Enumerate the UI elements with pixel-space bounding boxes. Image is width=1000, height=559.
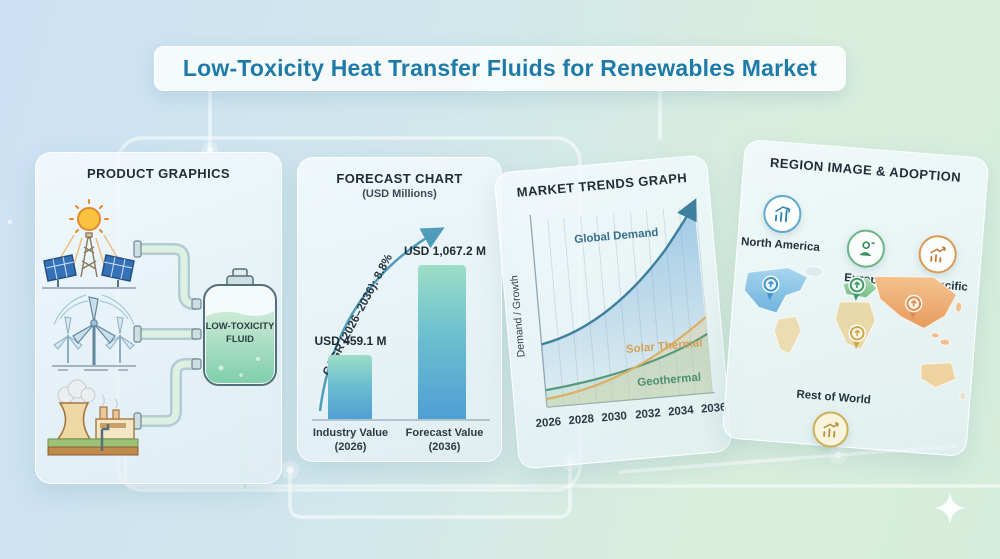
panel-market-trends: MARKET TRENDS GRAPH (493, 154, 733, 470)
factory-building (95, 394, 135, 440)
bar-value-2026: USD 459.1 M (314, 334, 387, 348)
global-demand-line (541, 198, 697, 346)
y-axis (529, 214, 548, 408)
small-turbine-left (53, 316, 83, 363)
world-map (743, 266, 967, 401)
svg-text:2028: 2028 (568, 413, 595, 427)
drilling-tower-icon (80, 232, 98, 278)
south-america-landmass (773, 315, 802, 355)
product-illustration: LOW-TOXICITY FLUID (42, 199, 277, 456)
eco-person-icon (859, 241, 875, 257)
asia-pacific-badge (917, 233, 959, 275)
bar-value-2036: USD 1,067.2 M (403, 244, 487, 258)
small-turbine-right (105, 316, 135, 363)
bar-label-2026: Industry Value (2026) (312, 427, 389, 454)
main-turbine (72, 296, 116, 365)
rest-of-world-badge (811, 410, 850, 449)
bar-forecast-2036 (418, 265, 466, 419)
panel-regions-title: REGION IMAGE & ADOPTION (769, 154, 962, 185)
panel-region-adoption: REGION IMAGE & ADOPTION North America Eu… (721, 138, 990, 458)
fluid-tank: LOW-TOXICITY FLUID (203, 268, 277, 386)
page-title-card: Low-Toxicity Heat Transfer Fluids for Re… (153, 46, 847, 91)
north-america-pin (762, 275, 780, 301)
solar-panels-icon (43, 254, 135, 287)
bar-industry-2026 (328, 355, 372, 419)
svg-text:2036: 2036 (701, 401, 728, 415)
sun-icon (69, 199, 109, 239)
greenland-landmass (804, 266, 824, 278)
europe-pin (848, 276, 866, 302)
bar-chart-baseline (312, 419, 490, 421)
trends-line-chart: Global Demand Solar Thermal Geothermal 2… (508, 198, 727, 430)
sparkle-icon (934, 492, 966, 524)
new-zealand-landmass (959, 391, 967, 401)
europe-badge (845, 228, 887, 270)
panel-forecast-chart: FORECAST CHART (USD Millions) CAGR (2026… (297, 157, 502, 462)
chart-increase-icon (823, 422, 839, 438)
north-america-badge (761, 193, 803, 235)
geothermal-label: Geothermal (637, 372, 702, 390)
region-label-north-america: North America (740, 235, 821, 255)
pipes-graphic (133, 240, 202, 430)
cagr-arrow-icon (318, 227, 445, 412)
solar-thermal-line (546, 316, 707, 401)
asia-pacific-pin (905, 294, 923, 320)
svg-text:2026: 2026 (535, 416, 562, 430)
x-tick-labels: 2026 2028 2030 2032 2034 2036 (535, 401, 727, 430)
y-axis-label: Demand / Growth (508, 275, 527, 358)
page-title: Low-Toxicity Heat Transfer Fluids for Re… (182, 55, 818, 81)
geothermal-plant-icon (47, 379, 139, 456)
wind-turbines-icon (52, 294, 136, 371)
panel-product-title: PRODUCT GRAPHICS (87, 166, 230, 181)
svg-text:2030: 2030 (601, 410, 628, 424)
svg-text:2032: 2032 (635, 407, 662, 421)
adoption-pins (762, 275, 923, 350)
tank-label-line2: FLUID (226, 334, 254, 345)
tank-label-line1: LOW-TOXICITY (206, 321, 275, 332)
panel-forecast-subtitle: (USD Millions) (362, 188, 437, 200)
australia-landmass (920, 362, 957, 389)
panel-product-graphics: PRODUCT GRAPHICS (35, 152, 282, 484)
svg-text:2034: 2034 (668, 404, 695, 418)
rest-of-world-pin (848, 324, 866, 350)
bar-label-2036: Forecast Value (2036) (405, 427, 484, 454)
panel-forecast-title: FORECAST CHART (336, 171, 463, 186)
bar-chart-growth-icon (774, 206, 791, 223)
trend-up-icon (930, 246, 946, 263)
solar-energy-icon (42, 199, 136, 289)
